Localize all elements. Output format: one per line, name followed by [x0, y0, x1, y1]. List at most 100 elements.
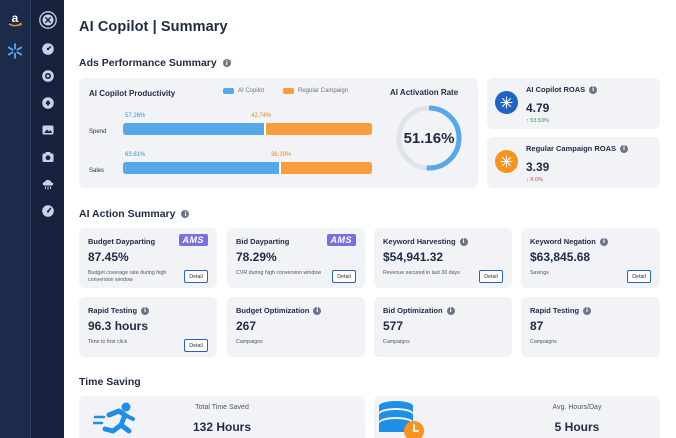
info-icon[interactable]: i: [620, 144, 629, 153]
detail-button[interactable]: Detail: [479, 270, 503, 283]
productivity-panel: AI Copilot Productivity AI Copilot Regul…: [79, 78, 478, 188]
legend-label-ai-copilot: AI Copilot: [238, 88, 265, 94]
info-icon[interactable]: i: [313, 306, 322, 315]
amazon-logo-icon[interactable]: a: [6, 11, 24, 29]
avg-hours-value: 5 Hours: [554, 420, 600, 434]
ads-performance-title: Ads Performance Summary: [79, 57, 217, 69]
card-desc: Budget coverage rate during high convers…: [88, 270, 167, 283]
regular-campaign-roas-title-row: Regular Campaign ROAS i: [526, 144, 629, 153]
card-value: 78.29%: [236, 250, 277, 264]
action-card-bid-dayparting: Bid Dayparting AMS 78.29% CVR during hig…: [227, 228, 365, 288]
card-desc: Revenue secured in last 30 days: [383, 270, 460, 276]
ai-copilot-roas-change: ↑ 53.53%: [526, 118, 549, 124]
card-value: 96.3 hours: [88, 319, 149, 333]
activation-rate-value: 51.16%: [403, 130, 455, 147]
card-title: Budget Dayparting: [88, 237, 156, 246]
spend-regular-pct: 42.74%: [251, 113, 272, 119]
legend-ai-copilot: AI Copilot: [223, 88, 264, 94]
dashboard-gauge-icon[interactable]: [41, 42, 55, 56]
activation-rate-title: AI Activation Rate: [390, 88, 459, 97]
total-time-saved-value: 132 Hours: [192, 420, 252, 434]
info-icon[interactable]: i: [589, 85, 598, 94]
speedometer-icon[interactable]: [41, 204, 55, 218]
copilot-icon[interactable]: [38, 10, 58, 30]
info-icon[interactable]: i: [459, 237, 468, 246]
coins-clock-icon: [376, 399, 428, 438]
brand-rail: a: [0, 0, 30, 438]
ai-copilot-roas-title: AI Copilot ROAS: [526, 85, 586, 94]
time-saved-card: Total Time Saved 132 Hours: [79, 396, 365, 438]
info-icon[interactable]: i: [181, 210, 190, 218]
avg-hours-label: Avg. Hours/Day: [552, 404, 602, 411]
spend-ai-copilot-pct: 57.26%: [125, 113, 146, 119]
card-title: Budget Optimization: [236, 306, 310, 315]
productivity-title: AI Copilot Productivity: [89, 89, 176, 98]
sales-regular-pct: 36.39%: [271, 152, 292, 158]
avg-hours-card: Avg. Hours/Day 5 Hours: [374, 396, 660, 438]
running-person-icon: [91, 401, 141, 438]
sales-regular-segment: [281, 162, 372, 174]
detail-button[interactable]: Detail: [332, 270, 356, 283]
cloud-network-icon[interactable]: [41, 177, 55, 191]
action-card-rapid-testing-time: Rapid Testing i 96.3 hours Time to first …: [79, 297, 217, 357]
card-title: Rapid Testing: [88, 306, 138, 315]
sparkle-icon: [495, 150, 518, 173]
detail-button[interactable]: Detail: [184, 339, 208, 352]
activation-rate-title-row: AI Activation Rate: [390, 88, 458, 97]
card-title-row: Keyword Negation i: [530, 237, 608, 246]
info-icon[interactable]: i: [446, 306, 455, 315]
action-card-keyword-negation: Keyword Negation i $63,845.68 Savings Det…: [521, 228, 660, 288]
card-desc: Time to first click: [88, 339, 128, 345]
image-card-icon[interactable]: [41, 123, 55, 137]
info-icon[interactable]: i: [141, 306, 150, 315]
spend-label: Spend: [89, 129, 107, 135]
sales-bar: [123, 162, 372, 174]
action-card-keyword-harvesting: Keyword Harvesting i $54,941.32 Revenue s…: [374, 228, 512, 288]
spend-ai-copilot-segment: [123, 123, 266, 135]
card-title-row: Keyword Harvesting i: [383, 237, 468, 246]
camera-icon[interactable]: [41, 150, 55, 164]
card-title: Rapid Testing: [530, 306, 580, 315]
card-desc: Campaigns: [530, 339, 557, 345]
card-title-row: Budget Optimization i: [236, 306, 322, 315]
action-card-budget-dayparting: Budget Dayparting AMS 87.45% Budget cove…: [79, 228, 217, 288]
donut-arc: [396, 105, 462, 171]
info-icon[interactable]: i: [599, 237, 608, 246]
card-value: 87: [530, 319, 544, 333]
regular-campaign-roas-value: 3.39: [526, 160, 550, 174]
regular-campaign-roas-change: ↓ 8.0%: [526, 177, 543, 183]
card-title-row: Rapid Testing i: [88, 306, 150, 315]
spend-bar: [123, 123, 372, 135]
card-title: Bid Optimization: [383, 306, 443, 315]
action-card-budget-optimization: Budget Optimization i 267 Campaigns: [227, 297, 365, 357]
sales-label: Sales: [89, 168, 105, 174]
detail-button[interactable]: Detail: [184, 270, 208, 283]
card-title: Keyword Negation: [530, 237, 596, 246]
ams-badge: AMS: [178, 234, 208, 246]
card-title-row: Rapid Testing i: [530, 306, 592, 315]
card-title-row: Bid Optimization i: [383, 306, 455, 315]
card-desc: Savings: [530, 270, 549, 276]
sparkle-icon: [495, 91, 518, 114]
regular-campaign-roas-card: Regular Campaign ROAS i 3.39 ↓ 8.0%: [487, 137, 660, 188]
sales-ai-copilot-pct: 63.61%: [125, 152, 146, 158]
info-icon[interactable]: i: [222, 59, 231, 67]
svg-text:a: a: [12, 11, 19, 25]
time-saving-heading: Time Saving: [79, 376, 141, 388]
card-value: 577: [383, 319, 404, 333]
main-content: AI Copilot | Summary Ads Performance Sum…: [64, 0, 676, 438]
card-title-row: Budget Dayparting: [88, 237, 155, 246]
ai-action-heading: AI Action Summary i: [79, 208, 190, 220]
legend-regular-campaign: Regular Campaign: [283, 88, 348, 94]
shield-gear-icon[interactable]: [41, 96, 55, 110]
spark-icon[interactable]: [6, 42, 24, 60]
ads-performance-heading: Ads Performance Summary i: [79, 57, 231, 69]
target-settings-icon[interactable]: [41, 69, 55, 83]
card-value: $54,941.32: [383, 250, 444, 264]
card-desc: CVR during high conversion window: [236, 270, 322, 276]
ai-copilot-roas-title-row: AI Copilot ROAS i: [526, 85, 598, 94]
info-icon[interactable]: i: [583, 306, 592, 315]
total-time-saved-label: Total Time Saved: [195, 404, 249, 411]
detail-button[interactable]: Detail: [627, 270, 651, 283]
sales-ai-copilot-segment: [123, 162, 282, 174]
